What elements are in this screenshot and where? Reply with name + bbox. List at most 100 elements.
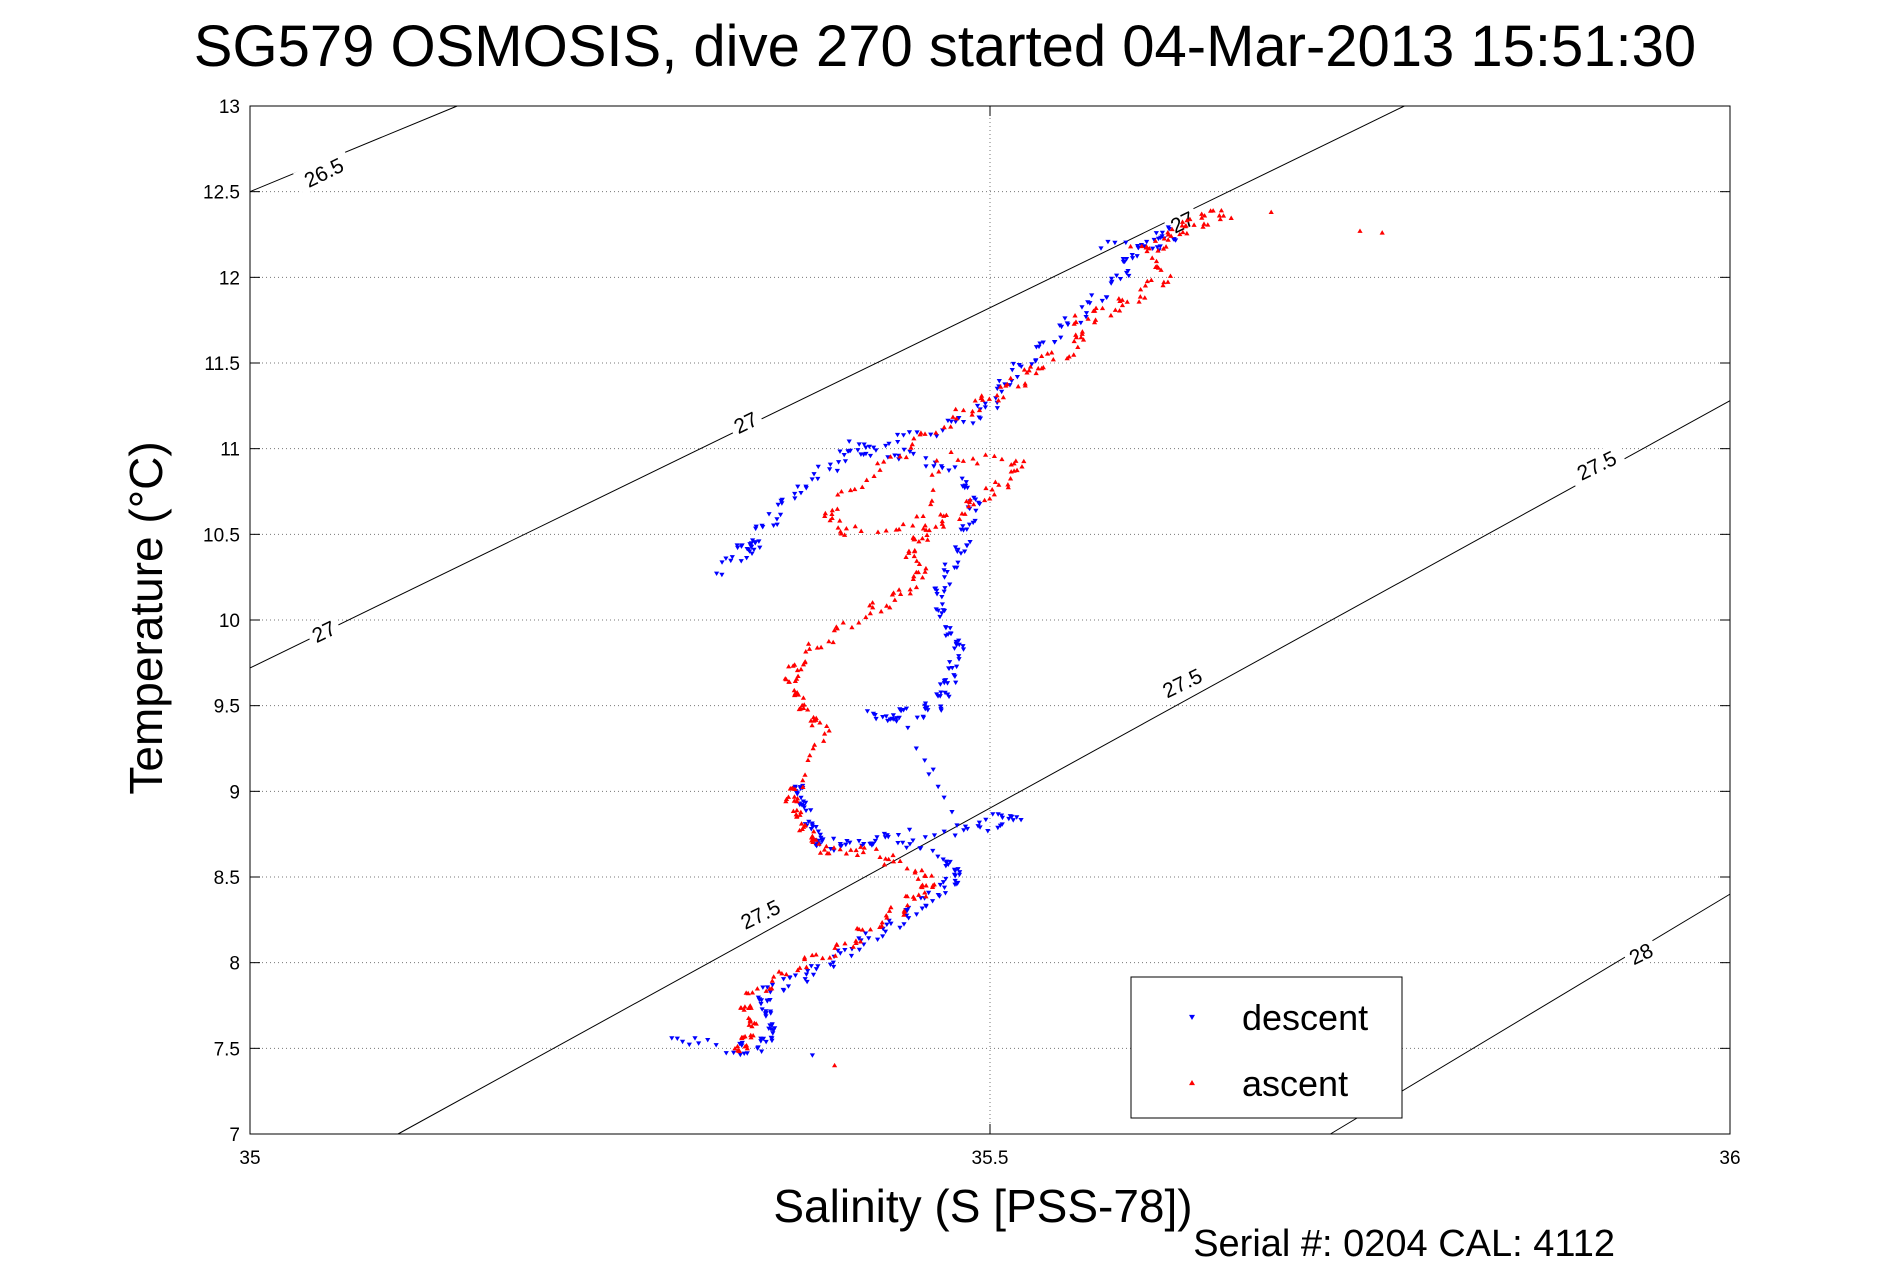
data-point-ascent: [974, 460, 980, 466]
data-point-descent: [750, 538, 756, 543]
data-point-ascent: [904, 893, 910, 899]
data-point-descent: [970, 520, 976, 526]
data-point-ascent: [831, 845, 837, 850]
data-point-descent: [792, 491, 798, 497]
data-point-ascent: [1091, 319, 1098, 325]
data-point-ascent: [881, 459, 887, 464]
y-tick-label: 13: [219, 97, 240, 118]
data-point-ascent: [969, 412, 975, 417]
data-point-ascent: [1167, 273, 1174, 278]
data-point-ascent: [886, 908, 893, 913]
data-point-descent: [873, 448, 879, 453]
data-point-ascent: [1092, 317, 1099, 322]
data-point-ascent: [831, 627, 837, 633]
data-point-ascent: [1026, 367, 1032, 373]
density-contour-line: [249, 105, 458, 193]
data-point-descent: [930, 767, 936, 772]
data-point-ascent: [914, 558, 920, 563]
data-point-descent: [936, 894, 943, 899]
data-point-ascent: [887, 604, 893, 610]
data-point-descent: [943, 876, 949, 882]
data-point-descent: [963, 480, 969, 485]
data-point-descent: [990, 812, 996, 817]
data-point-ascent: [807, 752, 813, 758]
data-point-descent: [827, 962, 834, 968]
data-point-ascent: [923, 527, 929, 532]
data-point-ascent: [923, 883, 929, 888]
data-point-ascent: [903, 454, 909, 460]
data-point-descent: [945, 418, 951, 424]
data-point-ascent: [834, 506, 840, 511]
data-point-descent: [955, 547, 961, 553]
data-point-descent: [827, 462, 833, 467]
data-point-ascent: [1161, 279, 1167, 285]
data-point-ascent: [890, 590, 897, 595]
data-point-descent: [973, 508, 979, 514]
data-point-descent: [962, 483, 968, 489]
data-point-ascent: [800, 777, 806, 783]
data-point-descent: [953, 419, 959, 425]
data-point-ascent: [817, 850, 824, 855]
data-point-ascent: [1073, 332, 1079, 337]
data-point-ascent: [803, 649, 809, 654]
data-point-descent: [956, 654, 962, 659]
data-point-descent: [961, 828, 967, 833]
data-point-descent: [766, 1026, 772, 1032]
data-point-descent: [940, 880, 947, 885]
serial-cal-footer: Serial #: 0204 CAL: 4112: [1193, 1223, 1615, 1262]
data-point-ascent: [814, 645, 820, 650]
data-point-descent: [838, 843, 845, 849]
data-point-descent: [931, 464, 937, 469]
data-point-descent: [719, 572, 725, 578]
data-point-ascent: [991, 453, 997, 459]
data-point-descent: [1010, 361, 1017, 367]
data-point-descent: [884, 922, 890, 928]
data-point-ascent: [1021, 367, 1028, 372]
data-point-descent: [767, 1009, 774, 1014]
data-point-ascent: [897, 858, 903, 863]
data-point-ascent: [867, 610, 873, 616]
data-point-descent: [728, 558, 734, 564]
data-point-ascent: [953, 406, 959, 412]
data-point-descent: [930, 848, 936, 854]
data-point-descent: [880, 926, 886, 932]
data-point-descent: [1109, 279, 1115, 285]
data-point-descent: [830, 960, 836, 966]
data-point-descent: [739, 543, 745, 548]
data-point-descent: [1134, 254, 1140, 259]
data-point-descent: [935, 784, 941, 790]
data-point-descent: [946, 666, 952, 671]
data-point-ascent: [938, 512, 944, 517]
data-point-ascent: [1160, 282, 1166, 288]
data-point-ascent: [914, 513, 920, 519]
contour-label-background: [725, 404, 766, 440]
data-point-ascent: [916, 561, 923, 566]
data-point-descent: [1010, 818, 1016, 823]
data-point-ascent: [852, 523, 858, 529]
data-point-ascent: [929, 472, 935, 477]
data-point-ascent: [1216, 213, 1222, 218]
data-point-descent: [942, 891, 949, 896]
data-point-ascent: [746, 1015, 752, 1021]
data-point-descent: [883, 443, 889, 449]
data-point-ascent: [920, 526, 927, 531]
data-point-descent: [744, 555, 750, 561]
data-point-descent: [775, 502, 781, 508]
data-point-descent: [837, 449, 843, 454]
data-point-descent: [897, 925, 903, 931]
data-point-ascent: [883, 528, 889, 533]
y-tick-label: 7.5: [214, 1039, 240, 1060]
data-point-ascent: [794, 814, 800, 819]
data-point-descent: [729, 555, 735, 560]
data-point-ascent: [922, 431, 928, 436]
data-point-descent: [842, 459, 849, 464]
data-point-descent: [739, 1043, 745, 1048]
data-point-descent: [955, 560, 961, 566]
data-point-ascent: [1049, 350, 1055, 355]
data-point-ascent: [858, 844, 864, 849]
data-point-descent: [922, 701, 929, 706]
data-point-descent: [1108, 276, 1115, 282]
data-point-ascent: [1201, 221, 1207, 226]
data-point-descent: [914, 715, 920, 721]
data-point-descent: [956, 638, 962, 644]
